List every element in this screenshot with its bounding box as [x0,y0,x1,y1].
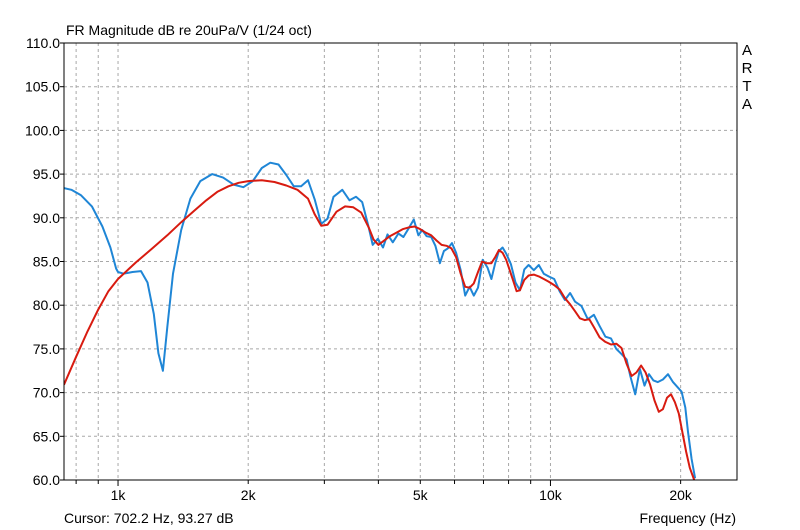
plot-frame [63,42,738,481]
y-tick-label: 95.0 [33,166,60,182]
x-tick-label: 20k [669,487,693,503]
x-tick-label: 5k [413,487,429,503]
x-axis-label: Frequency (Hz) [639,510,736,526]
y-tick-label: 85.0 [33,254,60,270]
series-line-red [64,179,696,480]
y-axis: 110.0 105.0 100.0 95.0 90.0 85.0 80.0 75.0 70.0 6… [25,35,64,488]
cursor-readout: Cursor: 702.2 Hz, 93.27 dB [64,510,234,526]
series-layer [64,161,697,480]
x-axis: 1k 2k 5k 10k 20k [75,480,693,503]
y-tick-label: 70.0 [33,385,60,401]
x-tick-label: 2k [241,487,257,503]
y-tick-label: 65.0 [33,428,60,444]
y-tick-label: 100.0 [25,122,60,138]
grid-layer [64,42,737,481]
x-tick-label: 10k [539,487,563,503]
x-tick-label: 1k [111,487,127,503]
series-line-blue [64,161,697,479]
y-tick-label: 105.0 [25,79,60,95]
y-tick-label: 60.0 [33,472,60,488]
y-tick-label: 75.0 [33,341,60,357]
y-tick-label: 90.0 [33,210,60,226]
y-tick-label: 80.0 [33,297,60,313]
y-tick-label: 110.0 [26,35,60,51]
arta-brand-label: A R T A [741,42,753,113]
chart-title: FR Magnitude dB re 20uPa/V (1/24 oct) [66,22,312,38]
